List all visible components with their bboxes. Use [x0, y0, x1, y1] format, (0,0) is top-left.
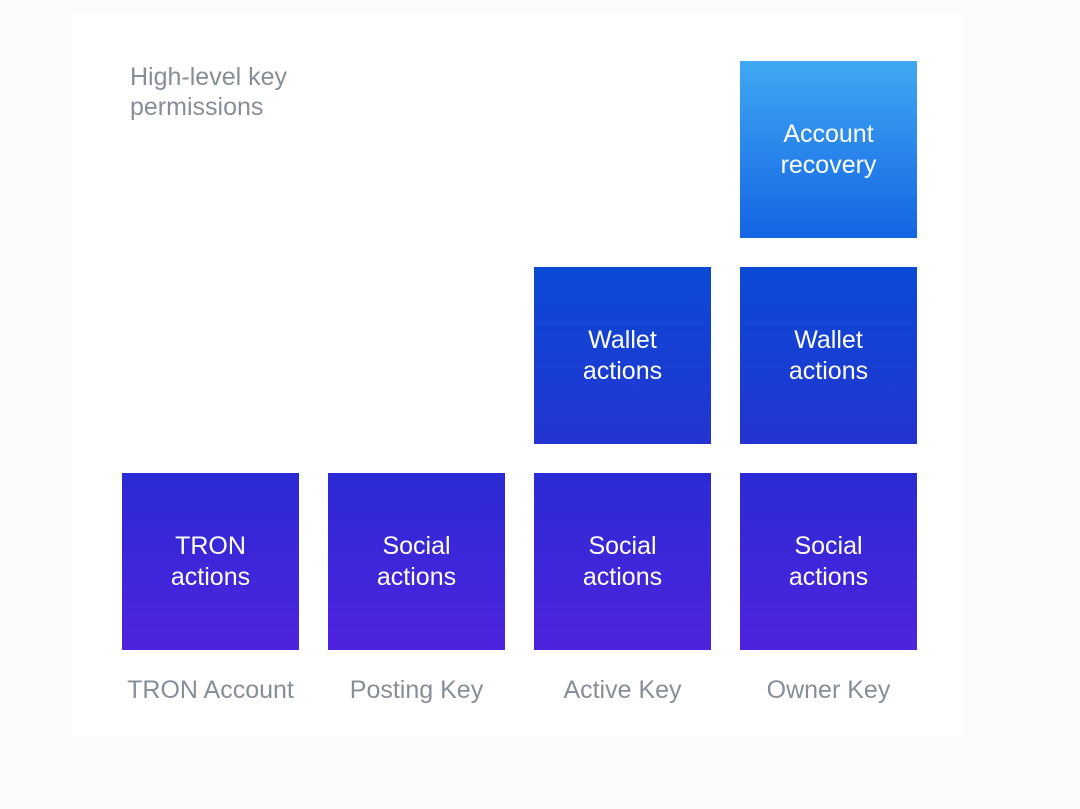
permission-box-line: TRON — [175, 531, 246, 560]
column-label-tron-account: TRON Account — [127, 676, 294, 704]
permission-box-line: Social — [382, 531, 451, 560]
diagram-panel: High-level key permissions TRON actions … — [72, 14, 962, 737]
permission-box-social-actions: Social actions — [740, 473, 917, 650]
permission-box-line: actions — [788, 562, 869, 591]
column-active-key: Wallet actions Social actions — [534, 61, 711, 650]
permission-box-line: actions — [788, 356, 869, 385]
permission-box-line: Wallet — [588, 325, 657, 354]
column-label-active-key: Active Key — [563, 676, 682, 704]
permission-box-social-actions: Social actions — [534, 473, 711, 650]
column-tron-account: TRON actions — [122, 61, 299, 650]
permission-box-line: actions — [582, 562, 663, 591]
permission-box-line: Social — [794, 531, 863, 560]
permission-box-line: actions — [376, 562, 457, 591]
permission-box-account-recovery: Account recovery — [740, 61, 917, 238]
permission-box-tron-actions: TRON actions — [122, 473, 299, 650]
diagram-title: High-level key permissions — [130, 63, 288, 121]
permission-box-social-actions: Social actions — [328, 473, 505, 650]
column-posting-key: Social actions — [328, 61, 505, 650]
permission-box-line: recovery — [780, 150, 877, 179]
permission-box-wallet-actions: Wallet actions — [534, 267, 711, 444]
permission-box-line: Wallet — [794, 325, 863, 354]
permission-box-line: actions — [170, 562, 251, 591]
permission-box-line: Social — [588, 531, 657, 560]
column-owner-key: Account recovery Wallet actions Social a… — [740, 61, 917, 650]
permission-box-line: Account — [783, 119, 874, 148]
column-label-owner-key: Owner Key — [766, 676, 891, 704]
column-label-posting-key: Posting Key — [349, 676, 484, 704]
permission-box-line: actions — [582, 356, 663, 385]
permission-box-wallet-actions: Wallet actions — [740, 267, 917, 444]
